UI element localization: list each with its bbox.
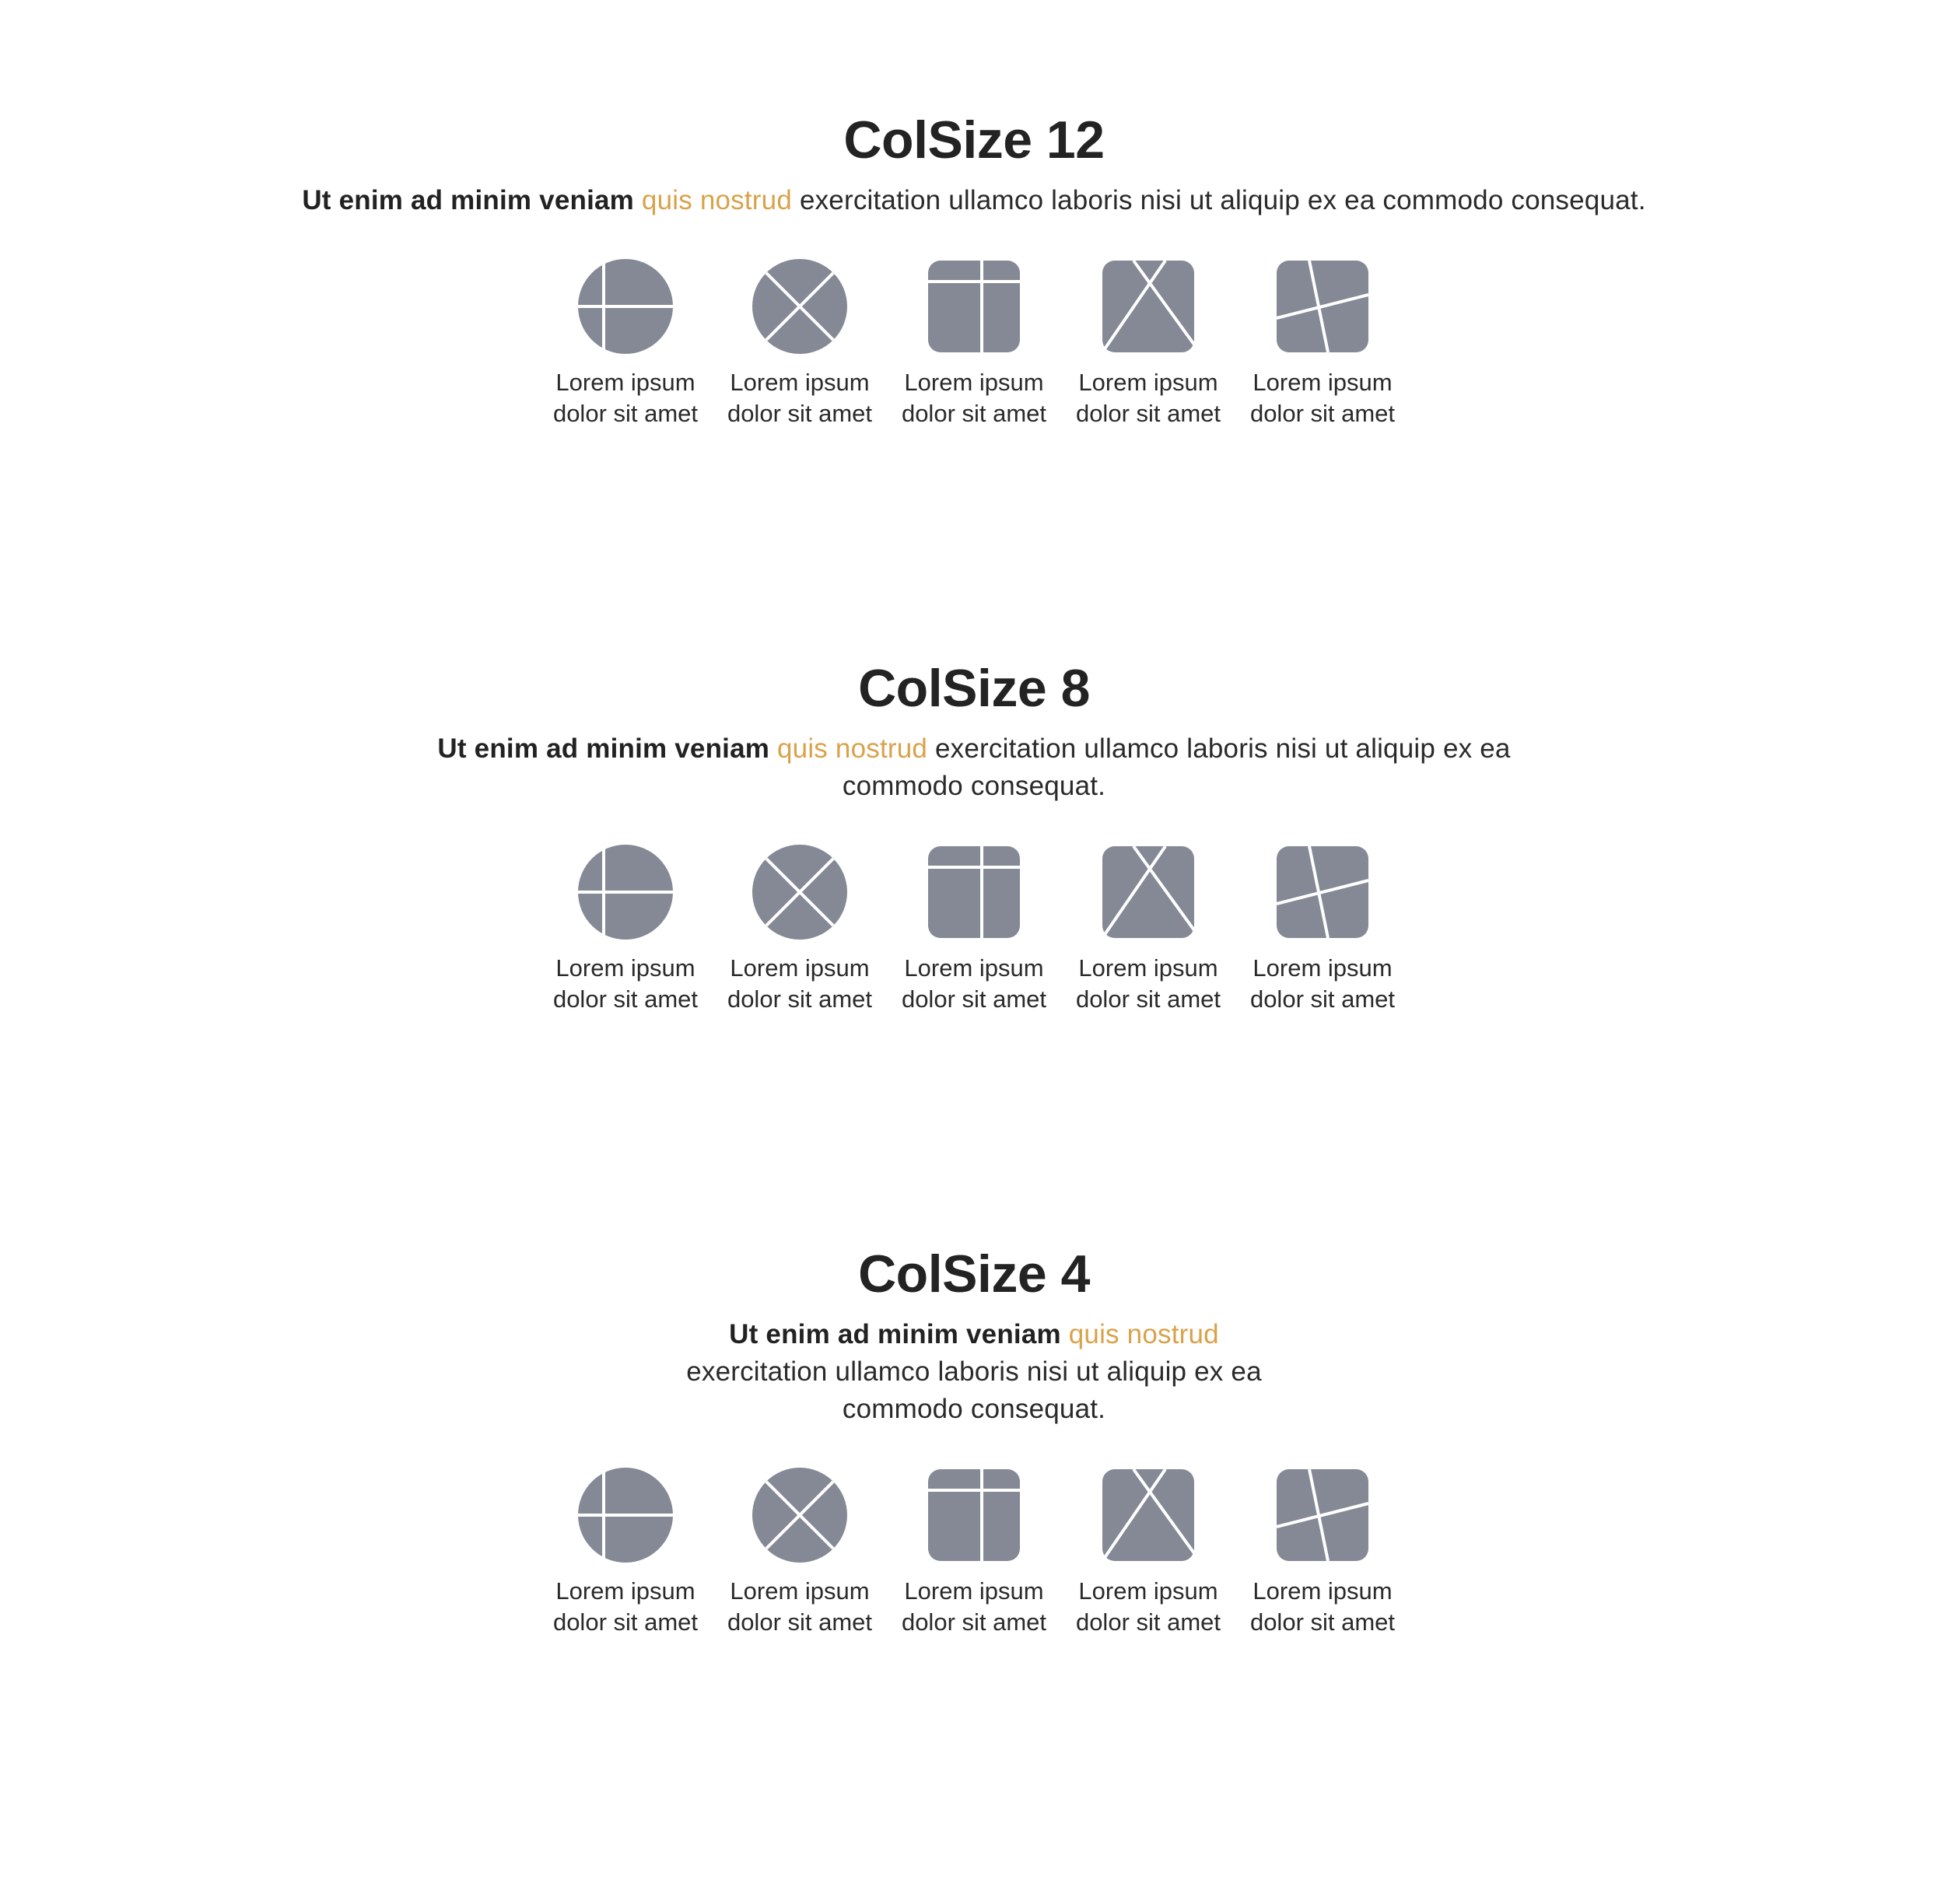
- section-description: Ut enim ad minim veniam quis nostrud exe…: [429, 730, 1519, 805]
- feature-icon-row: Lorem ipsum dolor sit amet Lorem ipsum d…: [538, 1467, 1410, 1638]
- section-title: ColSize 12: [843, 110, 1105, 170]
- square-grid-icon: [928, 261, 1020, 352]
- description-bold: Ut enim ad minim veniam: [302, 185, 634, 215]
- square-x-icon: [1101, 845, 1196, 940]
- feature-label: Lorem ipsum dolor sit amet: [1249, 369, 1396, 427]
- feature-icon-row: Lorem ipsum dolor sit amet Lorem ipsum d…: [538, 844, 1410, 1015]
- feature-item: Lorem ipsum dolor sit amet: [1061, 1467, 1235, 1638]
- square-skew-icon: [1276, 1468, 1369, 1562]
- square-skew-icon: [1276, 260, 1369, 353]
- feature-item: Lorem ipsum dolor sit amet: [1061, 844, 1235, 1015]
- section-description: Ut enim ad minim veniam quis nostrud exe…: [289, 182, 1659, 219]
- feature-label: Lorem ipsum dolor sit amet: [1075, 1577, 1221, 1636]
- circle-x-icon: [752, 1468, 847, 1563]
- circle-cross-icon: [577, 844, 674, 940]
- circle-x-icon: [752, 259, 847, 354]
- section-description: Ut enim ad minim veniam quis nostrud exe…: [686, 1316, 1262, 1428]
- feature-label: Lorem ipsum dolor sit amet: [552, 369, 699, 427]
- section-colsize-8: ColSize 8 Ut enim ad minim veniam quis n…: [0, 657, 1948, 1015]
- square-x-icon: [1101, 1468, 1196, 1563]
- feature-item: Lorem ipsum dolor sit amet: [713, 844, 887, 1015]
- description-rest: exercitation ullamco laboris nisi ut ali…: [842, 733, 1511, 801]
- feature-label: Lorem ipsum dolor sit amet: [1075, 954, 1221, 1013]
- section-colsize-12: ColSize 12 Ut enim ad minim veniam quis …: [0, 109, 1948, 429]
- feature-label: Lorem ipsum dolor sit amet: [552, 954, 699, 1013]
- square-grid-icon: [928, 846, 1020, 938]
- circle-cross-icon: [577, 1467, 674, 1563]
- feature-label: Lorem ipsum dolor sit amet: [727, 369, 873, 427]
- section-colsize-4: ColSize 4 Ut enim ad minim veniam quis n…: [0, 1243, 1948, 1638]
- section-title: ColSize 8: [858, 659, 1090, 718]
- description-rest: exercitation ullamco laboris nisi ut ali…: [799, 185, 1646, 215]
- feature-label: Lorem ipsum dolor sit amet: [727, 1577, 873, 1636]
- feature-label: Lorem ipsum dolor sit amet: [901, 954, 1047, 1013]
- section-title: ColSize 4: [858, 1244, 1090, 1304]
- feature-label: Lorem ipsum dolor sit amet: [1075, 369, 1221, 427]
- feature-item: Lorem ipsum dolor sit amet: [1235, 258, 1410, 429]
- feature-item: Lorem ipsum dolor sit amet: [1235, 844, 1410, 1015]
- feature-item: Lorem ipsum dolor sit amet: [887, 1467, 1061, 1638]
- feature-label: Lorem ipsum dolor sit amet: [552, 1577, 699, 1636]
- feature-label: Lorem ipsum dolor sit amet: [901, 369, 1047, 427]
- feature-icon-row: Lorem ipsum dolor sit amet Lorem ipsum d…: [538, 258, 1410, 429]
- square-x-icon: [1101, 259, 1196, 354]
- description-rest: exercitation ullamco laboris nisi ut ali…: [686, 1356, 1262, 1424]
- description-accent: quis nostrud: [1068, 1319, 1219, 1349]
- circle-cross-icon: [577, 258, 674, 355]
- square-grid-icon: [928, 1469, 1020, 1561]
- feature-item: Lorem ipsum dolor sit amet: [713, 1467, 887, 1638]
- feature-item: Lorem ipsum dolor sit amet: [1061, 258, 1235, 429]
- circle-x-icon: [752, 845, 847, 940]
- feature-item: Lorem ipsum dolor sit amet: [538, 1467, 713, 1638]
- square-skew-icon: [1276, 845, 1369, 939]
- feature-item: Lorem ipsum dolor sit amet: [538, 258, 713, 429]
- feature-item: Lorem ipsum dolor sit amet: [713, 258, 887, 429]
- feature-item: Lorem ipsum dolor sit amet: [538, 844, 713, 1015]
- description-accent: quis nostrud: [777, 733, 928, 764]
- description-accent: quis nostrud: [641, 185, 792, 215]
- description-bold: Ut enim ad minim veniam: [729, 1319, 1061, 1349]
- feature-item: Lorem ipsum dolor sit amet: [1235, 1467, 1410, 1638]
- description-bold: Ut enim ad minim veniam: [437, 733, 770, 764]
- feature-item: Lorem ipsum dolor sit amet: [887, 258, 1061, 429]
- feature-item: Lorem ipsum dolor sit amet: [887, 844, 1061, 1015]
- feature-label: Lorem ipsum dolor sit amet: [1249, 1577, 1396, 1636]
- feature-label: Lorem ipsum dolor sit amet: [901, 1577, 1047, 1636]
- feature-label: Lorem ipsum dolor sit amet: [727, 954, 873, 1013]
- feature-label: Lorem ipsum dolor sit amet: [1249, 954, 1396, 1013]
